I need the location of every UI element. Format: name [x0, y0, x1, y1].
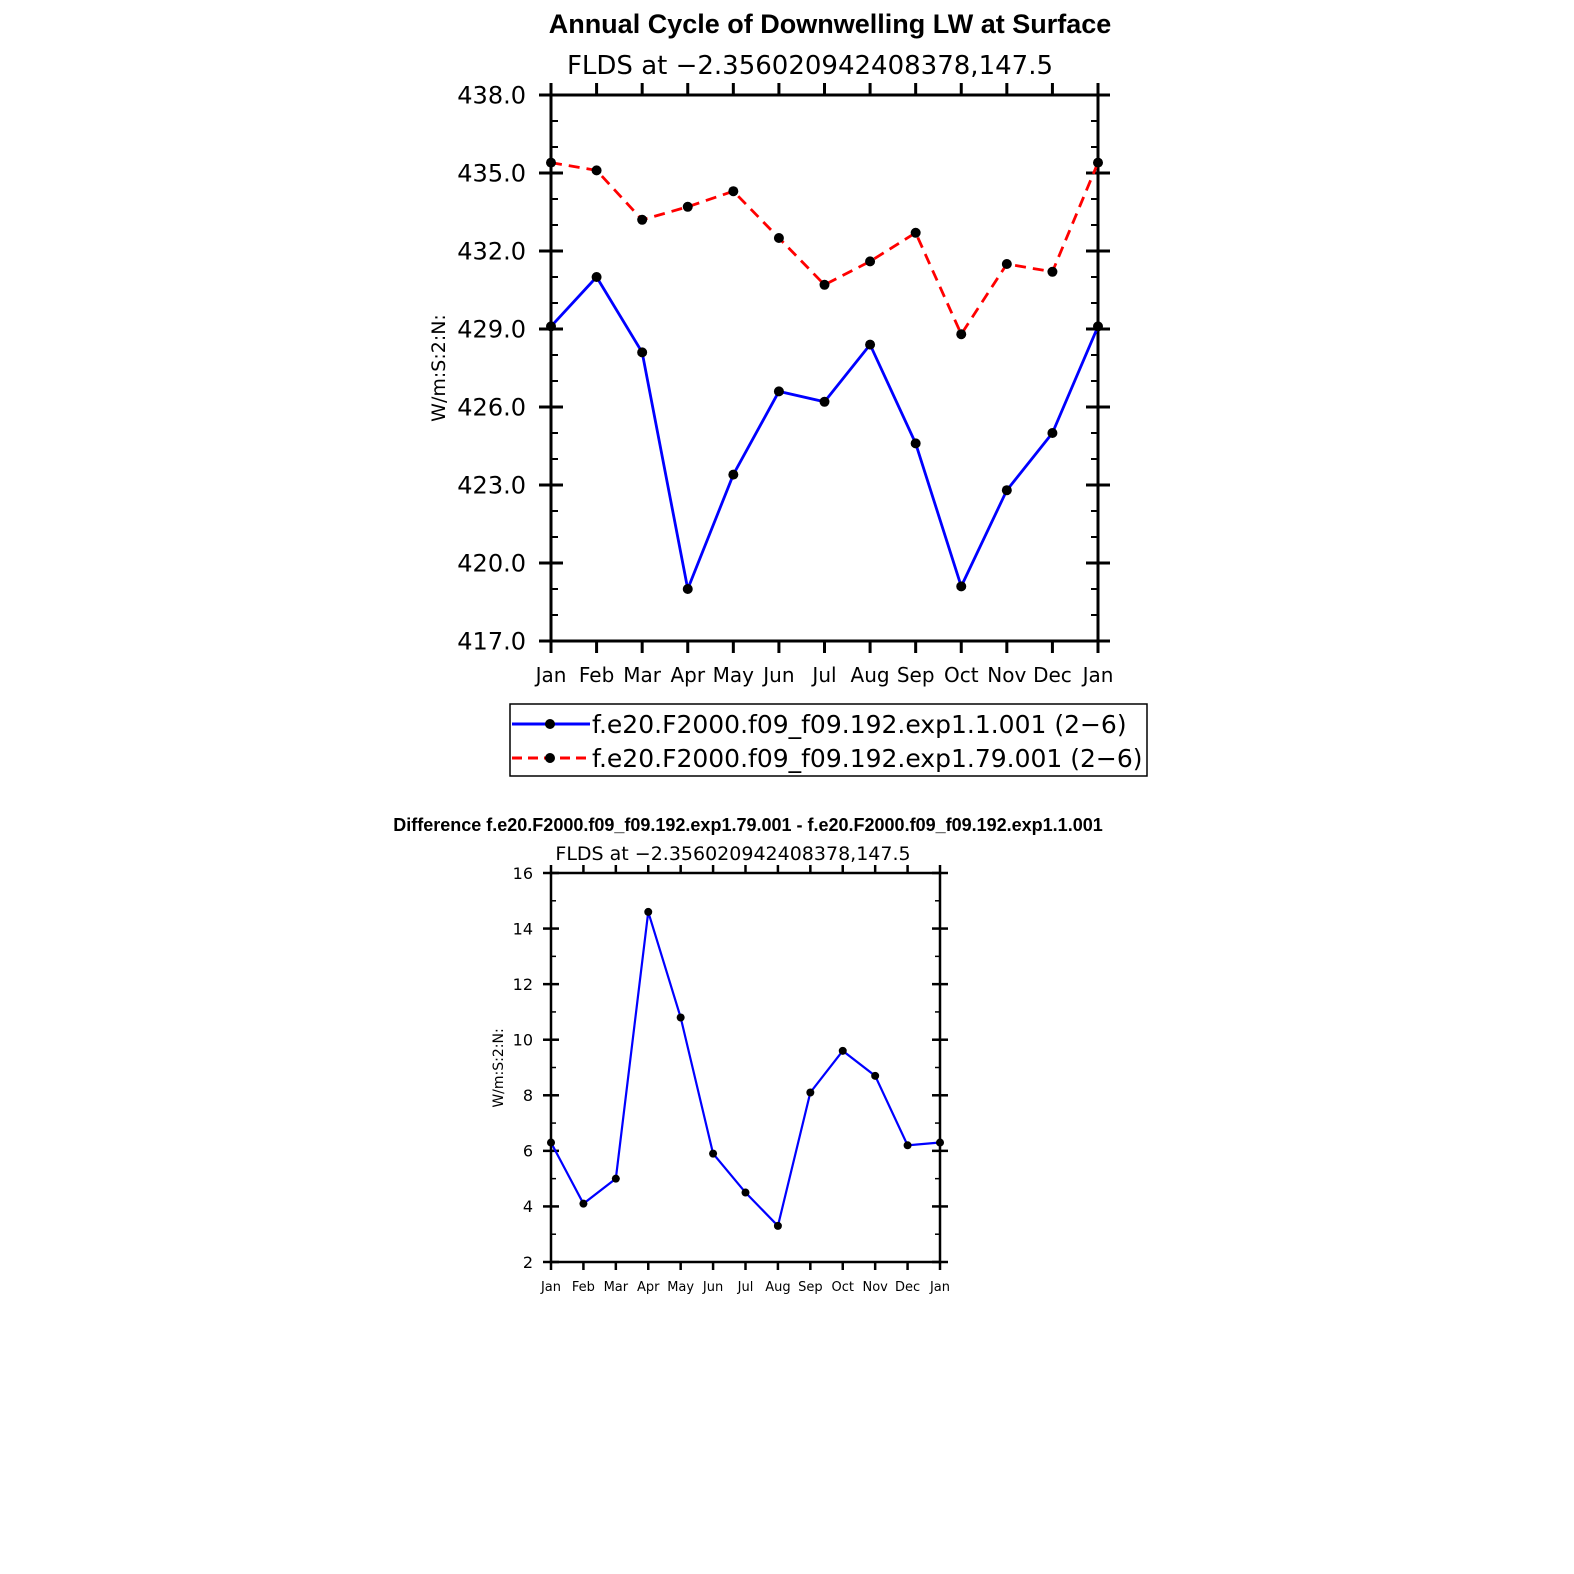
- x-tick-label: Jul: [737, 1280, 754, 1295]
- y-tick-label: 438.0: [457, 82, 526, 110]
- x-tick-label: Jun: [761, 663, 794, 687]
- y-tick-label: 10: [513, 1030, 533, 1049]
- data-point-2: [637, 214, 648, 225]
- x-tick-label: Apr: [670, 663, 705, 687]
- x-tick-label: May: [713, 663, 755, 687]
- y-tick-label: 432.0: [457, 238, 526, 266]
- data-point-1: [547, 1138, 555, 1147]
- y-axis-label: W/m:S:2:N:: [428, 314, 450, 422]
- chart-title: Annual Cycle of Downwelling LW at Surfac…: [549, 9, 1112, 39]
- data-point-1: [956, 581, 967, 592]
- x-tick-label: Jan: [534, 663, 567, 687]
- data-point-1: [591, 272, 602, 282]
- data-point-1: [903, 1141, 912, 1150]
- data-point-1: [838, 1046, 847, 1055]
- x-tick-label: Nov: [987, 663, 1026, 687]
- x-tick-label: Dec: [1033, 663, 1072, 687]
- legend: f.e20.F2000.f09_f09.192.exp1.1.001 (2−6)…: [509, 703, 1148, 777]
- data-point-2: [773, 233, 784, 243]
- data-point-1: [728, 469, 739, 480]
- y-tick-label: 8: [523, 1086, 533, 1105]
- legend-label-series-1: f.e20.F2000.f09_f09.192.exp1.1.001 (2−6): [592, 710, 1127, 739]
- y-tick-label: 2: [523, 1253, 533, 1272]
- x-tick-label: Feb: [579, 663, 614, 687]
- data-point-2: [819, 279, 830, 290]
- y-tick-label: 6: [523, 1142, 533, 1161]
- legend-marker-series-1: [545, 719, 555, 729]
- x-tick-label: Jan: [540, 1280, 561, 1295]
- data-point-1: [676, 1013, 685, 1022]
- data-point-1: [806, 1088, 815, 1097]
- data-point-1: [1093, 321, 1103, 332]
- data-point-2: [546, 157, 556, 168]
- data-point-2: [728, 186, 739, 197]
- x-tick-label: Aug: [851, 663, 890, 687]
- data-point-1: [682, 584, 693, 594]
- data-point-2: [956, 329, 967, 340]
- annual-cycle-chart: Annual Cycle of Downwelling LW at Surfac…: [428, 9, 1148, 777]
- x-tick-label: Nov: [862, 1280, 888, 1295]
- y-tick-label: 429.0: [457, 316, 526, 344]
- x-tick-label: Mar: [604, 1280, 629, 1295]
- x-tick-label: Feb: [572, 1280, 595, 1295]
- x-tick-label: Jun: [702, 1280, 723, 1295]
- data-point-2: [591, 165, 602, 176]
- data-point-1: [819, 396, 830, 407]
- x-tick-label: Aug: [765, 1280, 790, 1295]
- data-point-1: [773, 1221, 782, 1230]
- y-axis-label: W/m:S:2:N:: [491, 1028, 507, 1107]
- difference-chart: Difference f.e20.F2000.f09_f09.192.exp1.…: [393, 815, 1102, 1295]
- y-tick-label: 12: [513, 975, 533, 994]
- data-point-1: [611, 1174, 620, 1183]
- y-tick-label: 420.0: [457, 550, 526, 578]
- data-point-1: [910, 438, 921, 449]
- plot-area: Jan Feb Mar Apr May Jun Jul Aug Sep Oct Nov Dec Jan 2…: [513, 864, 950, 1295]
- legend-box: [509, 703, 1148, 777]
- x-tick-label: Jan: [1081, 663, 1114, 687]
- y-tick-label: 14: [513, 919, 533, 938]
- chart-title: Difference f.e20.F2000.f09_f09.192.exp1.…: [393, 815, 1102, 835]
- data-point-2: [1047, 266, 1058, 277]
- data-point-2: [1093, 157, 1103, 168]
- data-point-2: [1001, 259, 1012, 269]
- y-tick-label: 423.0: [457, 472, 526, 500]
- data-point-1: [741, 1188, 750, 1197]
- x-tick-label: Jul: [810, 663, 836, 687]
- data-point-1: [1001, 485, 1012, 496]
- data-point-1: [546, 321, 556, 332]
- x-tick-label: Oct: [944, 663, 979, 687]
- y-tick-label: 417.0: [457, 628, 526, 656]
- chart-subtitle: FLDS at −2.356020942408378,147.5: [567, 51, 1053, 81]
- data-point-1: [1047, 428, 1058, 438]
- data-point-1: [865, 339, 876, 350]
- legend-label-series-2: f.e20.F2000.f09_f09.192.exp1.79.001 (2−6…: [592, 744, 1143, 773]
- y-tick-label: 4: [523, 1197, 533, 1216]
- y-tick-label: 435.0: [457, 160, 526, 188]
- x-tick-label: Apr: [637, 1280, 660, 1295]
- plot-area: Jan Feb Mar Apr May Jun Jul Aug Sep Oct Nov Dec Jan 4…: [457, 82, 1113, 687]
- x-tick-label: Jan: [929, 1280, 950, 1295]
- y-tick-label: 426.0: [457, 394, 526, 422]
- chart-subtitle: FLDS at −2.356020942408378,147.5: [555, 843, 910, 865]
- y-tick-label: 16: [513, 864, 533, 883]
- x-tick-label: Dec: [895, 1280, 920, 1295]
- data-point-2: [682, 201, 693, 212]
- x-tick-label: Oct: [832, 1280, 854, 1295]
- x-tick-label: Mar: [623, 663, 662, 687]
- data-point-1: [579, 1199, 588, 1208]
- data-point-2: [865, 256, 876, 267]
- x-tick-label: Sep: [798, 1280, 823, 1295]
- data-point-1: [644, 907, 653, 916]
- x-tick-label: May: [667, 1280, 694, 1295]
- data-point-1: [709, 1149, 718, 1158]
- data-point-1: [773, 386, 784, 397]
- x-tick-label: Sep: [897, 663, 935, 687]
- legend-marker-series-2: [545, 753, 555, 763]
- data-point-2: [910, 227, 921, 238]
- data-point-1: [936, 1138, 944, 1147]
- data-point-1: [637, 347, 648, 358]
- data-point-1: [871, 1071, 880, 1080]
